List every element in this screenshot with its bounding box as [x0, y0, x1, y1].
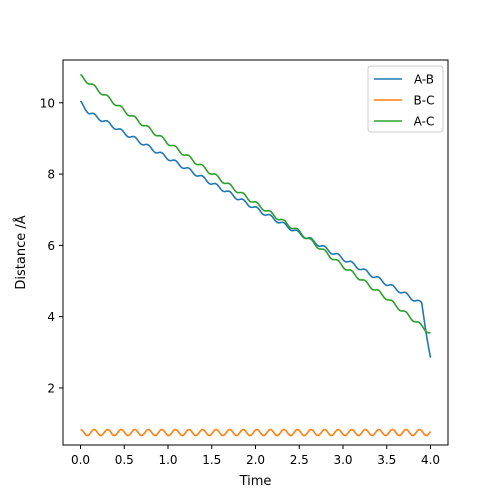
legend-label-a-b: A-B — [414, 73, 434, 87]
y-axis-label: Distance /Å — [13, 215, 29, 289]
y-axis: 2 4 6 8 10 — [40, 96, 63, 395]
y-tick-label: 6 — [47, 239, 55, 253]
y-tick-label: 10 — [40, 96, 55, 110]
legend: A-B B-C A-C — [367, 65, 444, 133]
x-tick-label: 3.5 — [377, 453, 396, 467]
x-tick-label: 2.0 — [246, 453, 265, 467]
x-tick-label: 1.5 — [202, 453, 221, 467]
x-tick-label: 0.0 — [71, 453, 90, 467]
x-axis-label: Time — [239, 474, 272, 489]
y-tick-label: 8 — [47, 168, 55, 182]
y-tick-label: 4 — [47, 310, 55, 324]
x-axis: 0.0 0.5 1.0 1.5 2.0 2.5 3.0 3.5 4.0 — [71, 445, 440, 467]
series-line-a-b — [79, 100, 432, 358]
x-tick-label: 1.0 — [158, 453, 177, 467]
x-tick-label: 4.0 — [421, 453, 440, 467]
x-tick-label: 3.0 — [333, 453, 352, 467]
y-tick-label: 2 — [47, 381, 55, 395]
series-line-b-c — [80, 428, 432, 437]
legend-label-a-c: A-C — [414, 115, 435, 129]
legend-box — [367, 65, 444, 133]
legend-label-b-c: B-C — [414, 94, 435, 108]
series-line-a-c — [79, 73, 431, 334]
x-tick-label: 2.5 — [290, 453, 309, 467]
series-layer — [79, 73, 432, 437]
x-tick-label: 0.5 — [115, 453, 134, 467]
